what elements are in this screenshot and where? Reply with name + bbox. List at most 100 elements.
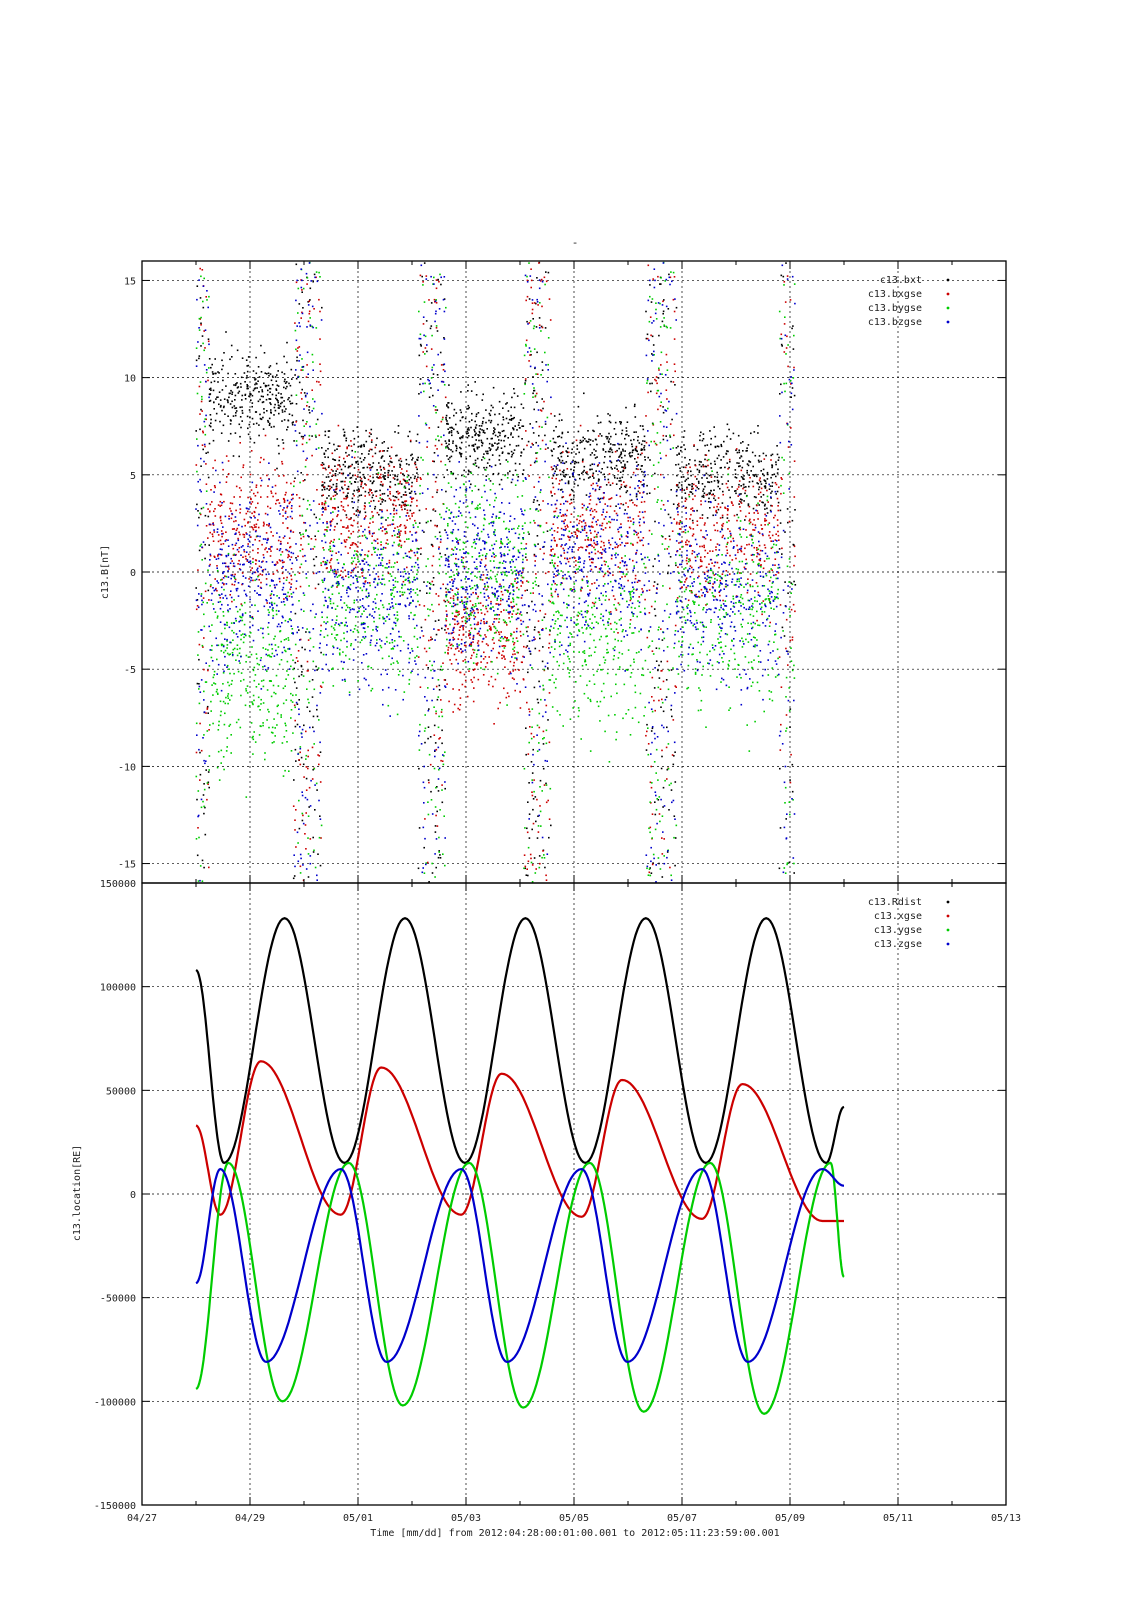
data-point-c13.bygse bbox=[271, 726, 274, 729]
data-point-c13.bxt bbox=[521, 438, 523, 440]
data-point-c13.bzgse bbox=[213, 589, 216, 592]
data-point-c13.bxgse bbox=[278, 559, 281, 561]
data-point-c13.bzgse bbox=[298, 708, 300, 710]
data-point-c13.bxt bbox=[444, 529, 446, 531]
data-point-c13.bzgse bbox=[292, 552, 295, 555]
data-point-c13.bygse bbox=[382, 548, 384, 550]
data-point-c13.bxt bbox=[416, 433, 419, 436]
data-point-c13.bxgse bbox=[440, 699, 442, 701]
data-point-c13.bxt bbox=[449, 456, 451, 459]
data-point-c13.bxgse bbox=[495, 618, 498, 620]
data-point-c13.bzgse bbox=[210, 599, 213, 601]
data-point-c13.bzgse bbox=[428, 379, 430, 382]
data-point-c13.bxt bbox=[437, 856, 440, 859]
data-point-c13.bzgse bbox=[319, 692, 322, 694]
data-point-c13.bygse bbox=[222, 683, 224, 685]
data-point-c13.bxgse bbox=[511, 607, 513, 609]
data-point-c13.bzgse bbox=[337, 581, 340, 583]
data-point-c13.bzgse bbox=[248, 561, 250, 563]
data-point-c13.bygse bbox=[225, 575, 228, 578]
data-point-c13.bxgse bbox=[452, 631, 455, 634]
data-point-c13.bygse bbox=[461, 599, 463, 602]
data-point-c13.bxt bbox=[248, 395, 250, 398]
data-point-c13.bxt bbox=[525, 874, 528, 876]
data-point-c13.bxgse bbox=[351, 524, 354, 527]
data-point-c13.bxt bbox=[428, 396, 431, 398]
data-point-c13.bxgse bbox=[438, 603, 440, 606]
data-point-c13.bxgse bbox=[428, 299, 430, 301]
data-point-c13.bxgse bbox=[453, 653, 456, 656]
data-point-c13.bygse bbox=[422, 459, 424, 461]
data-point-c13.bxt bbox=[476, 447, 479, 450]
data-point-c13.bxgse bbox=[212, 524, 215, 526]
data-point-c13.bxt bbox=[485, 466, 488, 469]
data-point-c13.bxt bbox=[253, 441, 256, 444]
data-point-c13.bxt bbox=[496, 448, 499, 450]
data-point-c13.bzgse bbox=[214, 588, 217, 591]
data-point-c13.bxt bbox=[501, 452, 504, 454]
data-point-c13.bxgse bbox=[258, 579, 260, 581]
data-point-c13.bxt bbox=[453, 414, 455, 417]
data-point-c13.bxt bbox=[343, 434, 345, 437]
data-point-c13.bxt bbox=[505, 403, 507, 405]
data-point-c13.bygse bbox=[258, 663, 260, 666]
data-point-c13.bxgse bbox=[244, 555, 247, 558]
data-point-c13.bxgse bbox=[304, 833, 306, 835]
data-point-c13.bxgse bbox=[288, 537, 291, 539]
data-point-c13.bxgse bbox=[400, 472, 402, 474]
data-point-c13.bxt bbox=[217, 381, 219, 383]
data-point-c13.bzgse bbox=[309, 726, 311, 729]
data-point-c13.bygse bbox=[515, 603, 518, 606]
data-point-c13.bzgse bbox=[240, 546, 243, 548]
data-point-c13.bygse bbox=[267, 654, 269, 657]
data-point-c13.bxgse bbox=[283, 501, 286, 503]
data-point-c13.bxgse bbox=[384, 532, 387, 535]
data-point-c13.bxgse bbox=[371, 439, 373, 441]
data-point-c13.bxt bbox=[269, 398, 272, 400]
data-point-c13.bxgse bbox=[360, 477, 363, 480]
data-point-c13.bxt bbox=[276, 438, 279, 440]
data-point-c13.bzgse bbox=[197, 480, 199, 483]
data-point-c13.bxgse bbox=[244, 524, 246, 527]
data-point-c13.bzgse bbox=[269, 526, 272, 529]
data-point-c13.bzgse bbox=[407, 647, 409, 650]
data-point-c13.bzgse bbox=[215, 558, 218, 560]
data-point-c13.bxgse bbox=[463, 644, 466, 647]
data-point-c13.bxt bbox=[289, 400, 291, 403]
data-point-c13.bxt bbox=[379, 503, 382, 505]
data-point-c13.bxgse bbox=[438, 738, 440, 740]
data-point-c13.bxgse bbox=[302, 437, 304, 440]
data-point-c13.bxt bbox=[524, 556, 527, 559]
data-point-c13.bxt bbox=[284, 410, 286, 413]
data-point-c13.bygse bbox=[338, 538, 340, 540]
data-point-c13.bxt bbox=[225, 331, 227, 333]
data-point-c13.bzgse bbox=[234, 533, 236, 535]
data-point-c13.bzgse bbox=[386, 673, 388, 675]
data-point-c13.bxt bbox=[445, 442, 448, 445]
data-point-c13.bzgse bbox=[204, 329, 207, 331]
data-point-c13.bygse bbox=[470, 645, 472, 647]
data-point-c13.bxgse bbox=[324, 562, 327, 564]
data-point-c13.bxgse bbox=[275, 563, 277, 566]
data-point-c13.bygse bbox=[456, 568, 458, 571]
data-point-c13.bxgse bbox=[493, 642, 495, 644]
data-point-c13.bxt bbox=[251, 402, 254, 404]
data-point-c13.bxt bbox=[294, 374, 296, 376]
data-point-c13.bzgse bbox=[493, 543, 496, 546]
data-point-c13.bxt bbox=[290, 394, 293, 397]
data-point-c13.bzgse bbox=[473, 524, 476, 527]
data-point-c13.bxt bbox=[395, 454, 397, 457]
data-point-c13.bxgse bbox=[212, 540, 215, 542]
data-point-c13.bxt bbox=[533, 408, 535, 411]
data-point-c13.bxt bbox=[208, 400, 211, 402]
data-point-c13.bzgse bbox=[463, 535, 466, 537]
data-point-c13.bzgse bbox=[266, 600, 268, 602]
data-point-c13.bygse bbox=[364, 631, 366, 633]
data-point-c13.bzgse bbox=[257, 629, 260, 631]
data-point-c13.bxt bbox=[431, 638, 433, 640]
data-point-c13.bzgse bbox=[353, 608, 355, 611]
data-point-c13.bxt bbox=[461, 474, 463, 477]
data-point-c13.bzgse bbox=[247, 585, 250, 587]
data-point-c13.bygse bbox=[285, 579, 288, 581]
data-point-c13.bxgse bbox=[460, 638, 463, 641]
